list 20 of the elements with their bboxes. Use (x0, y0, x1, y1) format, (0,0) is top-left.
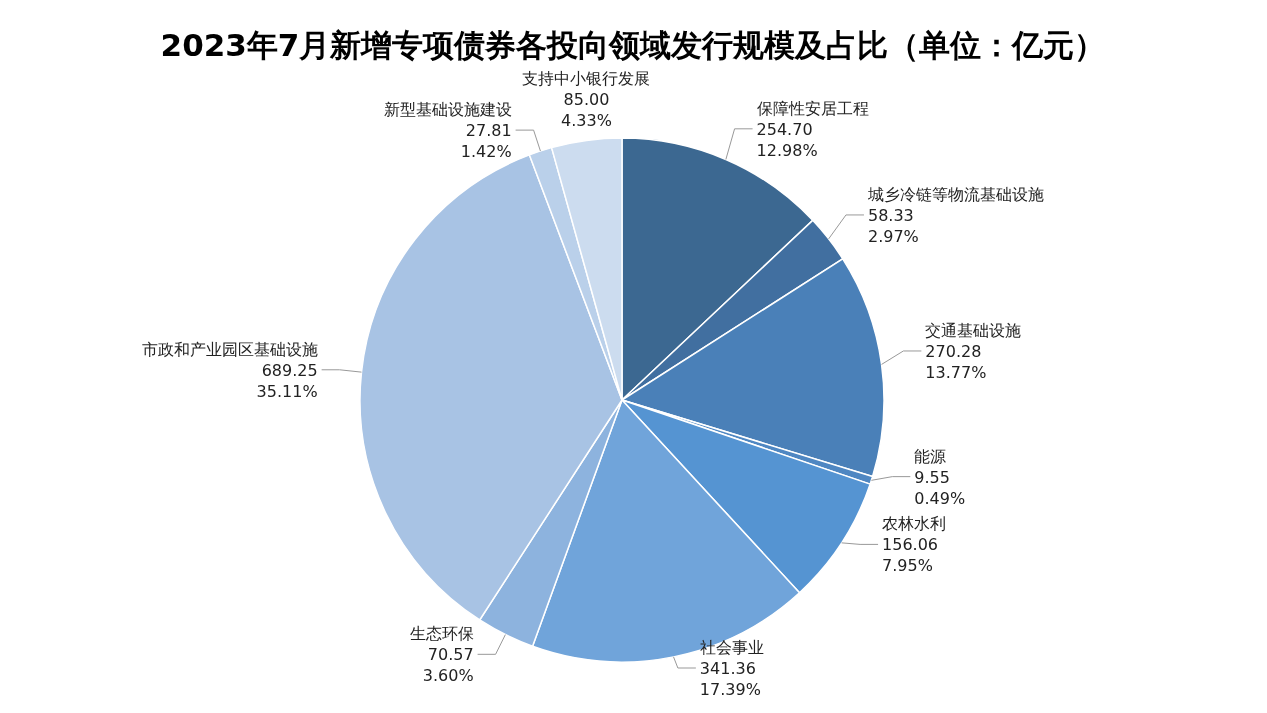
slice-label: 支持中小银行发展 (522, 69, 651, 88)
data-label: 270.28 13.77% (925, 341, 987, 382)
data-label: 58.33 2.97% (867, 205, 919, 246)
data-label: 689.25 35.11% (256, 360, 318, 401)
data-label: 9.55 0.49% (914, 467, 966, 508)
data-label: 254.70 12.98% (756, 119, 818, 160)
data-label: 85.00 4.33% (561, 90, 612, 130)
data-label: 156.06 7.95% (882, 535, 939, 576)
slice-label: 新型基础设施建设 (383, 100, 512, 120)
slice-label: 城乡冷链等物流基础设施 (866, 184, 1044, 204)
slice-label: 生态环保 (409, 624, 474, 644)
slice-label: 市政和产业园区基础设施 (141, 339, 318, 359)
slice-label: 交通基础设施 (925, 320, 1022, 340)
slice-label: 农林水利 (882, 514, 947, 534)
data-label: 70.57 3.60% (422, 645, 474, 686)
data-label: 341.36 17.39% (699, 659, 761, 699)
slice-label: 保障性安居工程 (756, 98, 869, 118)
slice-label: 能源 (914, 446, 947, 466)
chart-title: 2023年7月新增专项债券各投向领域发行规模及占比（单位：亿元） (160, 27, 1106, 63)
data-label: 27.81 1.42% (460, 121, 512, 162)
